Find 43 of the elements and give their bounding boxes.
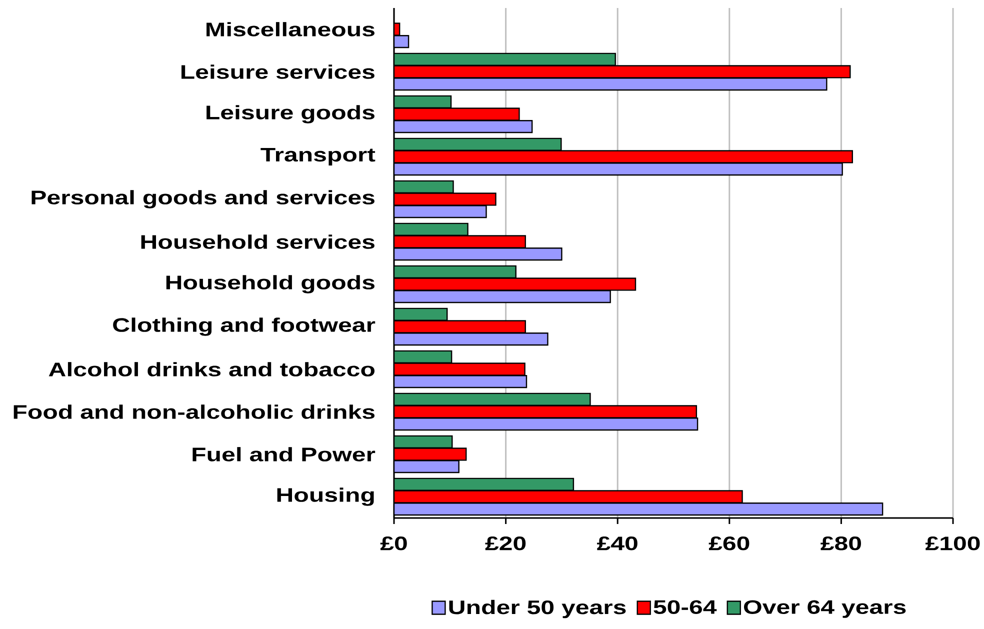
bar: [394, 205, 487, 218]
legend-label: Over 64 years: [744, 600, 906, 618]
x-tick-label: £0: [380, 536, 407, 550]
bar: [394, 120, 533, 134]
x-tick-label: £20: [485, 536, 526, 550]
y-tick-label: Household goods: [166, 275, 374, 294]
bar: [394, 332, 548, 346]
bar: [394, 502, 884, 516]
y-tick-label: Alcohol drinks and tobacco: [48, 362, 375, 376]
bar: [394, 222, 468, 236]
y-tick-label: Leisure goods: [206, 105, 374, 124]
x-tick-label: £80: [820, 536, 861, 550]
bar: [394, 52, 616, 66]
bar: [394, 460, 460, 474]
x-tick-label: £100: [925, 536, 980, 550]
bar: [394, 478, 574, 491]
y-tick-label: Transport: [260, 148, 376, 166]
bar: [394, 248, 562, 261]
bar: [394, 350, 452, 364]
bar: [394, 162, 843, 176]
bar: [394, 78, 828, 91]
x-tick-label: £40: [597, 536, 638, 550]
bar: [394, 308, 448, 321]
bar: [394, 375, 528, 388]
y-tick-label: Fuel and Power: [192, 447, 376, 462]
x-tick-label: £60: [708, 536, 750, 550]
legend-label: 50-64: [654, 600, 717, 614]
bar: [394, 180, 454, 194]
bar: [394, 138, 562, 151]
y-tick-label: Personal goods and services: [32, 190, 374, 208]
legend-label: Under 50 years: [449, 600, 626, 618]
y-tick-label: Miscellaneous: [206, 22, 374, 36]
bar: [394, 435, 453, 448]
y-tick-label: Clothing and footwear: [113, 318, 376, 336]
bar: [394, 95, 452, 108]
bar: [394, 265, 516, 278]
y-tick-label: Housing: [277, 488, 374, 506]
y-tick-label: Leisure services: [182, 64, 374, 79]
bar: [394, 418, 698, 431]
bar: [394, 290, 611, 304]
y-tick-label: Food and non-alcoholic drinks: [14, 404, 374, 419]
y-tick-label: Household services: [141, 234, 374, 249]
bar: [394, 392, 591, 406]
